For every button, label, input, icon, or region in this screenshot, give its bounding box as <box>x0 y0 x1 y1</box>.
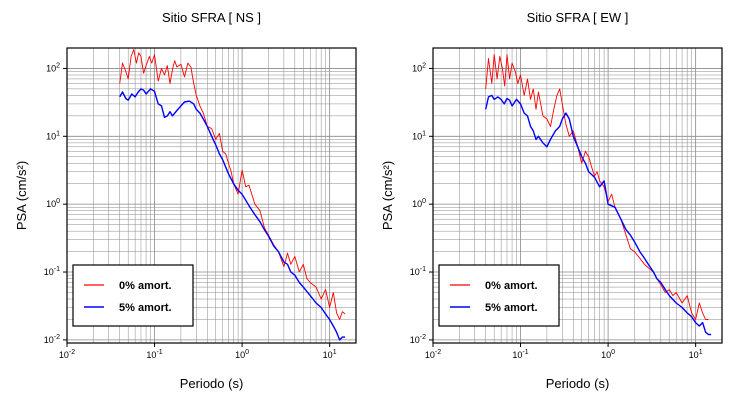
legend-box <box>72 264 194 327</box>
y-tick-label: 100 <box>412 198 426 209</box>
x-tick-label: 100 <box>601 349 615 360</box>
y-tick-label: 101 <box>46 130 60 141</box>
series-line-damping-5 <box>119 88 346 341</box>
chart-panel-1: 10-2 10-1 100 101 10-2 10-1 100 101 102 Sitio SFR… <box>14 10 357 391</box>
series-line-damping-0 <box>119 49 346 320</box>
y-tick-label: 10-2 <box>410 334 426 345</box>
x-axis-label: Periodo (s) <box>180 376 244 391</box>
y-tick-label: 10-1 <box>410 266 426 277</box>
chart-panel-2: 10-2 10-1 100 101 10-2 10-1 100 101 102 Sitio SFR… <box>380 10 723 391</box>
y-tick-label: 101 <box>412 130 426 141</box>
plot-frame <box>66 47 357 344</box>
y-tick-label: 102 <box>46 62 60 73</box>
x-tick-label: 10-2 <box>59 349 75 360</box>
legend-box <box>438 264 560 327</box>
y-axis-label: PSA (cm/s²) <box>14 161 29 230</box>
series-line-damping-5 <box>485 94 712 336</box>
y-tick-label: 10-1 <box>44 266 60 277</box>
legend-label-damping-5: 5% amort. <box>119 302 172 314</box>
chart-title: Sitio SFRA [ NS ] <box>162 10 261 25</box>
x-tick-label: 10-1 <box>512 349 528 360</box>
legend-label-damping-0: 0% amort. <box>119 280 172 292</box>
x-tick-label: 10-2 <box>425 349 441 360</box>
x-tick-label: 101 <box>689 349 703 360</box>
y-tick-label: 10-2 <box>44 334 60 345</box>
y-axis-label: PSA (cm/s²) <box>380 161 395 230</box>
legend: 0% amort. 5% amort. <box>438 264 560 327</box>
legend: 0% amort. 5% amort. <box>72 264 194 327</box>
plot-frame <box>432 47 723 344</box>
x-tick-label: 10-1 <box>146 349 162 360</box>
x-tick-label: 100 <box>235 349 249 360</box>
legend-label-damping-0: 0% amort. <box>485 280 538 292</box>
chart-title: Sitio SFRA [ EW ] <box>527 10 629 25</box>
legend-label-damping-5: 5% amort. <box>485 302 538 314</box>
x-axis-label: Periodo (s) <box>546 376 610 391</box>
x-tick-label: 101 <box>323 349 337 360</box>
y-tick-label: 102 <box>412 62 426 73</box>
y-tick-label: 100 <box>46 198 60 209</box>
